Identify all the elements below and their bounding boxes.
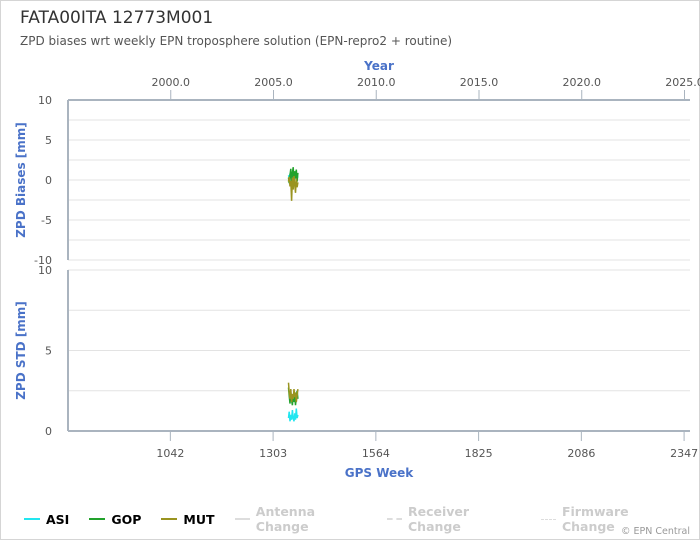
- legend-item-firmware-change[interactable]: Firmware Change: [540, 504, 680, 534]
- legend-item-asi[interactable]: ASI: [24, 512, 69, 527]
- chart-svg: 10 5 0 -5 -10 ZPD Biases [mm] 10 5 0 ZPD STD [mm]…: [14, 59, 700, 480]
- legend-item-mut[interactable]: MUT: [161, 511, 215, 527]
- x2-tick-label: 2015.0: [460, 76, 499, 89]
- legend: ASI GOP MUT Antenna Change Receiver Chan…: [24, 504, 700, 534]
- legend-label-asi: ASI: [46, 511, 70, 527]
- y-axis-label-std: ZPD STD [mm]: [14, 301, 28, 400]
- series-line-asi-std: [287, 408, 299, 422]
- y-tick-label-std: 5: [45, 345, 52, 358]
- legend-swatch-mut: [161, 518, 178, 520]
- x-tick-label: 1825: [465, 447, 493, 460]
- legend-swatch-gop: [89, 518, 106, 520]
- x2-tick-label: 2000.0: [151, 76, 190, 89]
- series-line-mut-std: [287, 382, 299, 403]
- y-axis-label-bias: ZPD Biases [mm]: [14, 122, 28, 238]
- x2-tick-label: 2010.0: [357, 76, 396, 89]
- y-tick-label-bias: -10: [34, 254, 52, 267]
- x-tick-label: 1564: [362, 447, 390, 460]
- legend-swatch-firmware-change: [540, 518, 556, 520]
- x-axis-title: GPS Week: [345, 466, 415, 480]
- y-tick-label-bias: 10: [38, 94, 52, 107]
- x2-tick-label: 2020.0: [562, 76, 601, 89]
- legend-swatch-asi: [24, 518, 40, 520]
- y-tick-label-std: 0: [45, 425, 52, 438]
- legend-item-gop[interactable]: GOP: [89, 512, 141, 527]
- x-tick-label: 2347: [670, 447, 698, 460]
- credit-text: © EPN Central: [621, 526, 690, 537]
- x-tick-label: 1303: [259, 447, 287, 460]
- series-line-gop-bias: [287, 167, 299, 185]
- chart-subtitle: ZPD biases wrt weekly EPN troposphere so…: [20, 34, 453, 48]
- legend-label-gop: GOP: [111, 511, 142, 527]
- x2-tick-label: 2025.0: [665, 76, 700, 89]
- y-tick-label-std: 10: [38, 264, 52, 277]
- legend-item-antenna-change[interactable]: Antenna Change: [234, 504, 367, 534]
- chart-title: FATA00ITA 12773M001: [20, 8, 214, 28]
- legend-label-antenna-change: Antenna Change: [255, 504, 316, 534]
- y-tick-label-bias: -5: [41, 214, 52, 227]
- x2-axis-title: Year: [363, 59, 394, 73]
- legend-item-receiver-change[interactable]: Receiver Change: [386, 504, 521, 534]
- legend-label-mut: MUT: [183, 511, 215, 527]
- x-tick-label: 1042: [156, 447, 184, 460]
- legend-label-firmware-change: Firmware Change: [561, 504, 629, 534]
- series-line-mut-bias: [287, 175, 299, 201]
- legend-swatch-receiver-change: [386, 518, 402, 520]
- y-tick-label-bias: 5: [45, 134, 52, 147]
- x-tick-label: 2086: [567, 447, 595, 460]
- x2-tick-label: 2005.0: [254, 76, 293, 89]
- y-tick-label-bias: 0: [45, 174, 52, 187]
- legend-swatch-antenna-change: [234, 518, 250, 520]
- legend-label-receiver-change: Receiver Change: [408, 504, 470, 534]
